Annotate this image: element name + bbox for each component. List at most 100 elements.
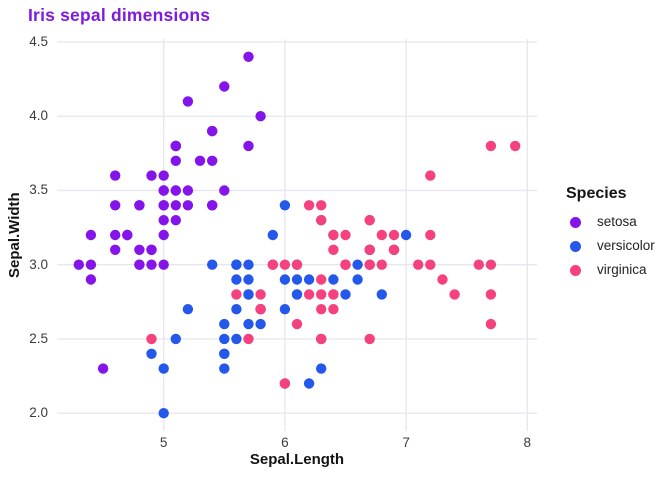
data-point-virginica	[146, 333, 157, 345]
data-point-versicolor	[231, 304, 242, 315]
data-point-setosa	[207, 125, 218, 137]
legend-title: Species	[566, 185, 627, 202]
legend-item-label: virginica	[597, 262, 647, 277]
data-point-setosa	[122, 229, 133, 241]
data-point-virginica	[279, 259, 291, 270]
data-point-virginica	[425, 259, 436, 270]
x-tick-label: 8	[523, 435, 532, 450]
data-point-setosa	[110, 229, 121, 241]
data-point-virginica	[437, 274, 448, 285]
data-point-virginica	[303, 200, 315, 211]
data-point-virginica	[328, 304, 339, 315]
data-point-virginica	[231, 289, 242, 300]
data-point-versicolor	[219, 348, 230, 359]
data-point-versicolor	[231, 333, 242, 345]
x-tick-label: 7	[402, 435, 410, 450]
data-point-versicolor	[231, 259, 242, 270]
data-point-virginica	[425, 170, 436, 181]
y-tick-label: 4.0	[29, 108, 48, 124]
data-point-virginica	[316, 289, 327, 300]
y-tick-label: 3.0	[29, 256, 48, 272]
data-point-setosa	[182, 200, 194, 211]
y-tick-label: 4.5	[29, 33, 48, 49]
x-tick-label: 6	[281, 435, 289, 450]
data-point-virginica	[316, 274, 327, 285]
x-axis-title: Sepal.Length	[249, 451, 345, 468]
data-point-virginica	[340, 229, 351, 241]
data-point-virginica	[413, 259, 424, 270]
data-point-setosa	[158, 215, 169, 226]
data-point-virginica	[364, 259, 375, 270]
data-point-setosa	[170, 185, 181, 196]
data-point-virginica	[449, 289, 460, 300]
data-point-virginica	[328, 244, 339, 255]
data-point-versicolor	[243, 274, 254, 285]
data-point-virginica	[376, 229, 387, 241]
data-point-versicolor	[303, 378, 315, 389]
data-point-setosa	[134, 200, 145, 211]
data-point-versicolor	[267, 229, 278, 241]
data-point-versicolor	[158, 363, 169, 374]
data-point-versicolor	[279, 304, 291, 315]
data-point-virginica	[255, 289, 266, 300]
data-point-virginica	[279, 378, 291, 389]
legend-item-label: versicolor	[597, 238, 655, 253]
data-point-versicolor	[328, 274, 339, 285]
legend: Species setosa versicolor virginica	[566, 184, 655, 282]
x-tick-label: 5	[159, 435, 168, 450]
y-tick-label: 3.5	[29, 182, 48, 198]
data-point-setosa	[207, 155, 218, 166]
data-point-setosa	[158, 170, 169, 181]
data-point-setosa	[170, 200, 181, 211]
data-point-versicolor	[316, 363, 327, 374]
plot-panel	[57, 39, 537, 431]
data-point-setosa	[110, 200, 121, 211]
legend-item-label: setosa	[597, 214, 637, 229]
y-tick-label: 2.0	[29, 405, 48, 421]
data-point-virginica	[485, 259, 497, 270]
data-point-setosa	[85, 259, 97, 270]
data-point-setosa	[73, 259, 84, 270]
data-point-versicolor	[219, 363, 230, 374]
legend-item-virginica: virginica	[566, 258, 655, 282]
data-point-versicolor	[279, 274, 291, 285]
data-point-versicolor	[291, 274, 303, 285]
data-point-virginica	[364, 215, 375, 226]
data-point-setosa	[146, 244, 157, 255]
data-point-setosa	[182, 96, 194, 107]
data-point-setosa	[85, 274, 97, 285]
data-point-versicolor	[352, 259, 363, 270]
data-point-virginica	[510, 140, 521, 152]
data-point-versicolor	[255, 318, 266, 330]
data-point-setosa	[134, 259, 145, 270]
data-point-versicolor	[400, 229, 412, 241]
data-point-virginica	[485, 318, 497, 330]
legend-swatch-icon	[570, 240, 581, 252]
y-tick-label: 2.5	[29, 330, 48, 346]
data-point-setosa	[170, 155, 181, 166]
data-point-setosa	[158, 185, 169, 196]
data-point-versicolor	[352, 274, 363, 285]
data-point-setosa	[207, 200, 218, 211]
data-point-virginica	[267, 259, 278, 270]
data-point-virginica	[388, 244, 400, 255]
data-point-virginica	[328, 229, 339, 241]
data-point-virginica	[485, 289, 497, 300]
data-point-setosa	[146, 170, 157, 181]
data-point-versicolor	[376, 289, 387, 300]
data-point-versicolor	[243, 289, 254, 300]
data-point-versicolor	[219, 318, 230, 330]
data-point-setosa	[243, 51, 254, 62]
data-point-setosa	[194, 155, 206, 166]
data-point-versicolor	[340, 289, 351, 300]
data-point-virginica	[316, 333, 327, 345]
data-point-setosa	[243, 140, 254, 152]
data-point-setosa	[182, 185, 194, 196]
data-point-virginica	[425, 229, 436, 241]
data-point-versicolor	[158, 408, 169, 419]
data-point-setosa	[170, 215, 181, 226]
data-point-virginica	[316, 304, 327, 315]
data-point-virginica	[316, 215, 327, 226]
data-point-versicolor	[303, 274, 315, 285]
